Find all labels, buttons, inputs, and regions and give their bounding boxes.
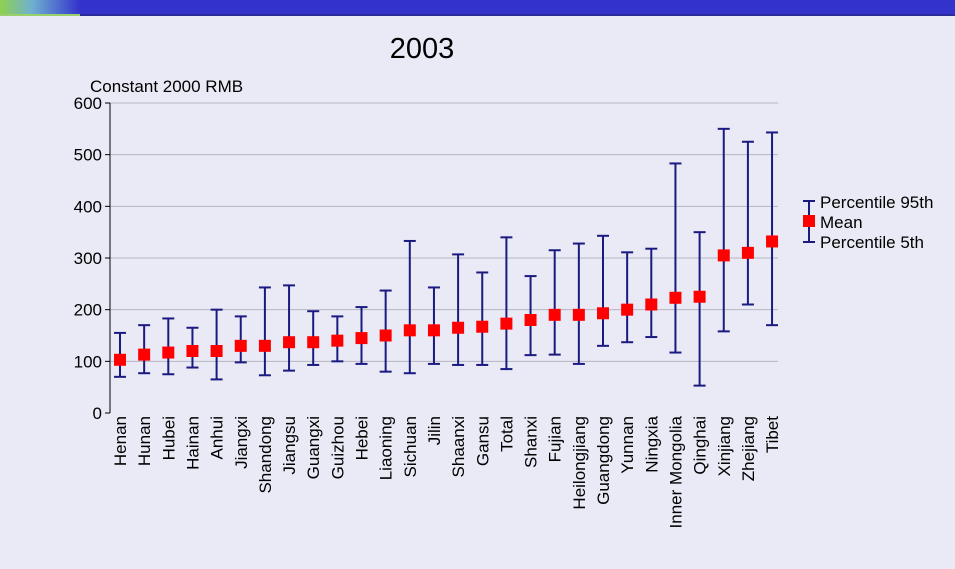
- legend-5th-label: Percentile 5th: [820, 233, 924, 252]
- mean-marker: [741, 246, 754, 259]
- mean-marker: [427, 324, 440, 337]
- y-tick-label: 500: [74, 146, 102, 165]
- mean-marker: [403, 324, 416, 337]
- mean-marker: [621, 303, 634, 316]
- mean-marker: [258, 339, 271, 352]
- mean-marker: [355, 332, 368, 345]
- mean-marker: [597, 307, 609, 320]
- y-tick-label: 600: [74, 94, 102, 113]
- mean-marker: [138, 348, 151, 361]
- x-tick-label: Heilongjiang: [570, 416, 589, 510]
- mean-marker: [476, 320, 489, 333]
- x-tick-label: Jiangxi: [232, 416, 251, 469]
- x-tick-label: Hebei: [353, 416, 372, 460]
- x-tick-label: Yunnan: [618, 416, 637, 474]
- mean-marker: [452, 321, 465, 334]
- x-tick-label: Guangxi: [304, 416, 323, 479]
- x-tick-label: Total: [497, 416, 516, 452]
- y-tick-label: 300: [74, 249, 102, 268]
- x-tick-label: Guangdong: [594, 416, 613, 505]
- error-bars: [114, 127, 779, 387]
- x-tick-label: Hainan: [183, 416, 202, 470]
- top-bar-line-left: [0, 14, 80, 16]
- x-tick-label: Sichuan: [401, 416, 420, 477]
- top-bar-accent: [0, 0, 80, 14]
- chart-title: 2003: [390, 33, 455, 65]
- y-tick-label: 400: [74, 197, 102, 216]
- mean-marker: [693, 290, 706, 303]
- mean-marker: [210, 345, 223, 357]
- legend-mean-marker: [803, 215, 815, 227]
- x-axis-labels: Henan Hunan Hubei Hainan Anhui Jiangxi Shandon…: [111, 415, 782, 528]
- mean-marker: [500, 317, 513, 330]
- mean-marker: [379, 329, 392, 342]
- mean-marker: [234, 339, 247, 352]
- mean-marker: [572, 308, 585, 321]
- x-tick-label: Shanxi: [522, 416, 541, 468]
- y-tick-label: 200: [74, 301, 102, 320]
- mean-marker: [162, 346, 175, 359]
- x-tick-label: Hunan: [135, 416, 154, 466]
- x-tick-label: Qinghai: [691, 416, 710, 475]
- x-tick-label: Xinjiang: [715, 416, 734, 477]
- mean-markers: [114, 235, 779, 366]
- x-tick-label: Inner Mongolia: [666, 415, 685, 528]
- mean-marker: [766, 235, 779, 248]
- x-tick-label: Ningxia: [642, 415, 661, 472]
- mean-marker: [283, 336, 296, 349]
- mean-marker: [114, 353, 126, 366]
- y-axis-ticks: 0 100 200 300 400 500 600: [74, 94, 110, 423]
- x-tick-label: Liaoning: [377, 416, 396, 480]
- x-tick-label: Zhejiang: [739, 416, 758, 481]
- x-tick-label: Anhui: [208, 416, 227, 459]
- x-tick-label: Guizhou: [328, 416, 347, 479]
- x-tick-label: Tibet: [763, 416, 782, 453]
- mean-marker: [717, 249, 730, 262]
- y-tick-label: 0: [93, 404, 102, 423]
- legend-mean-label: Mean: [820, 213, 863, 232]
- x-tick-label: Shaanxi: [449, 416, 468, 477]
- mean-marker: [331, 334, 344, 347]
- y-tick-label: 100: [74, 352, 102, 371]
- x-tick-label: Gansu: [473, 416, 492, 466]
- y-axis-label: Constant 2000 RMB: [90, 77, 243, 96]
- mean-marker: [524, 314, 537, 326]
- mean-marker: [548, 308, 561, 321]
- x-tick-label: Fujian: [546, 416, 565, 462]
- mean-marker: [186, 345, 199, 357]
- x-tick-label: Shandong: [256, 416, 275, 494]
- mean-marker: [645, 298, 658, 311]
- legend-95th-label: Percentile 95th: [820, 193, 933, 212]
- mean-marker: [669, 291, 682, 304]
- x-tick-label: Jilin: [425, 416, 444, 445]
- x-tick-label: Hubei: [159, 416, 178, 460]
- gridlines: [110, 102, 778, 362]
- legend: Percentile 95th Mean Percentile 5th: [803, 193, 933, 252]
- mean-marker: [307, 336, 320, 349]
- top-bar: [0, 0, 955, 14]
- top-bar-line: [80, 14, 955, 16]
- x-tick-label: Henan: [111, 416, 130, 466]
- x-tick-label: Jiangsu: [280, 416, 299, 475]
